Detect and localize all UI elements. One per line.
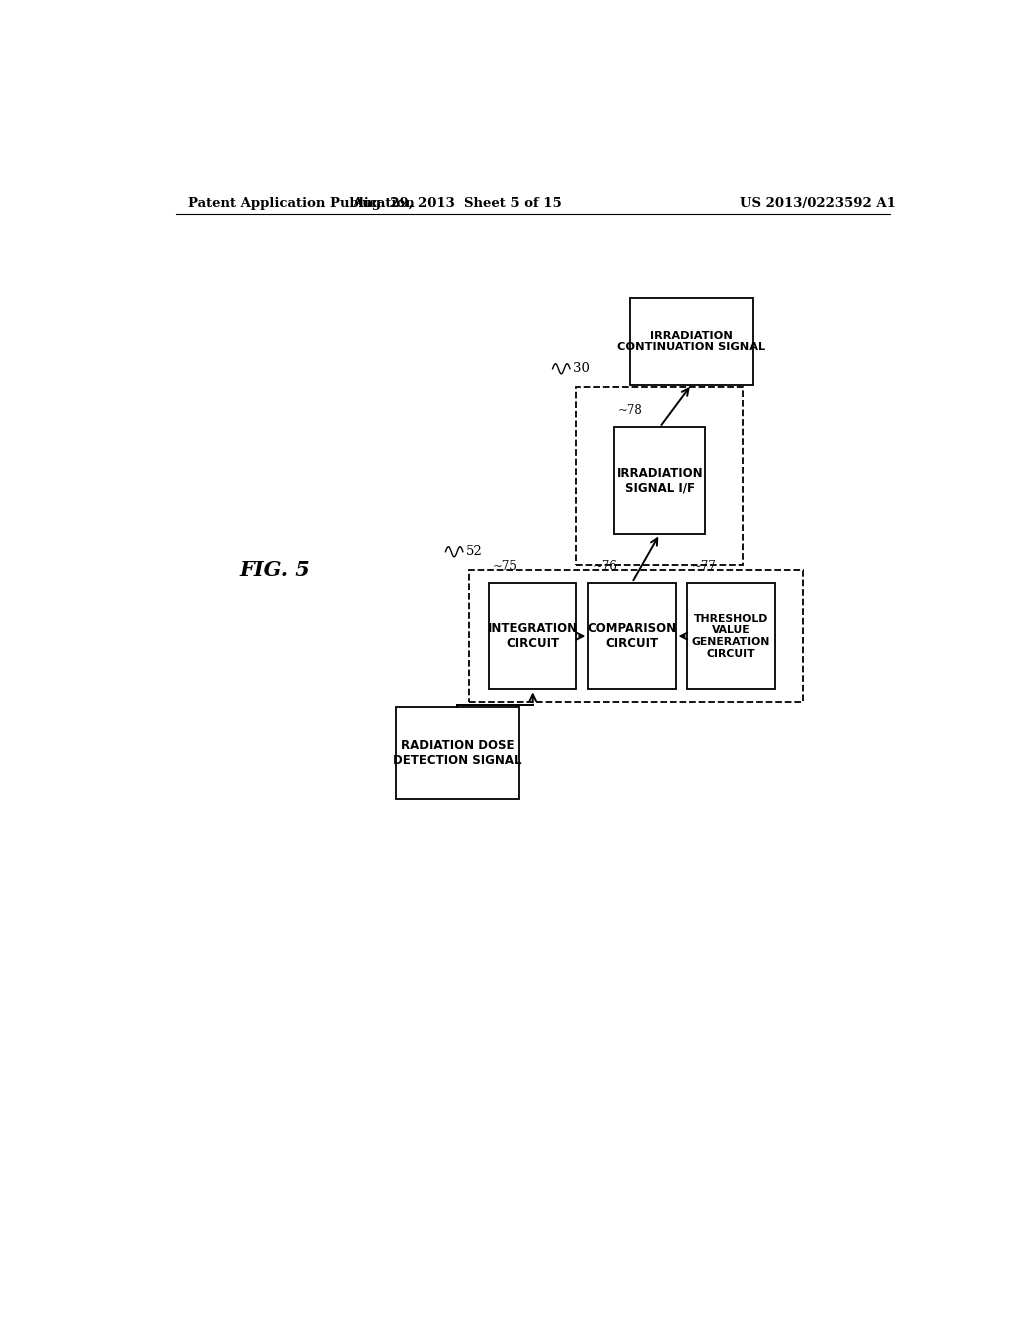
- Text: IRRADIATION
CONTINUATION SIGNAL: IRRADIATION CONTINUATION SIGNAL: [617, 330, 766, 352]
- Text: 30: 30: [573, 362, 590, 375]
- Text: THRESHOLD
VALUE
GENERATION
CIRCUIT: THRESHOLD VALUE GENERATION CIRCUIT: [692, 614, 770, 659]
- Text: Aug. 29, 2013  Sheet 5 of 15: Aug. 29, 2013 Sheet 5 of 15: [352, 197, 562, 210]
- Text: IRRADIATION
SIGNAL I/F: IRRADIATION SIGNAL I/F: [616, 466, 703, 495]
- Text: ~77: ~77: [691, 560, 717, 573]
- Text: ~76: ~76: [592, 560, 617, 573]
- Bar: [469, 570, 803, 702]
- Text: ~75: ~75: [494, 560, 518, 573]
- Bar: [630, 298, 753, 384]
- Text: US 2013/0223592 A1: US 2013/0223592 A1: [740, 197, 896, 210]
- Bar: [588, 582, 676, 689]
- Text: Patent Application Publication: Patent Application Publication: [187, 197, 415, 210]
- Bar: [614, 428, 706, 535]
- Text: COMPARISON
CIRCUIT: COMPARISON CIRCUIT: [588, 622, 677, 651]
- Bar: [396, 708, 519, 799]
- Bar: [577, 387, 743, 565]
- Text: INTEGRATION
CIRCUIT: INTEGRATION CIRCUIT: [487, 622, 578, 651]
- Bar: [687, 582, 775, 689]
- Text: 52: 52: [466, 545, 483, 558]
- Text: FIG. 5: FIG. 5: [240, 560, 310, 579]
- Text: ~78: ~78: [618, 404, 643, 417]
- Text: RADIATION DOSE
DETECTION SIGNAL: RADIATION DOSE DETECTION SIGNAL: [393, 739, 521, 767]
- Bar: [489, 582, 577, 689]
